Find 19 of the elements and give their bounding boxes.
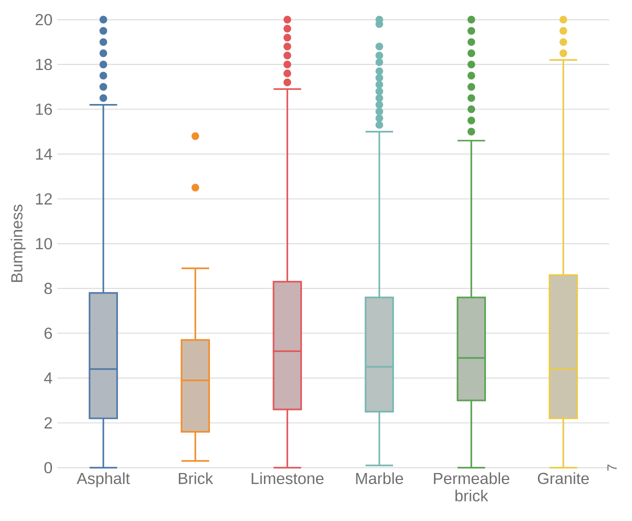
x-tick-label: Asphalt	[76, 472, 130, 488]
y-tick-label: 12	[36, 193, 52, 204]
y-tick-label: 20	[36, 14, 52, 26]
x-tick-label: Granite	[538, 472, 589, 484]
y-tick-label: 10	[36, 238, 52, 250]
x-tick-label: Permeable brick	[434, 472, 510, 502]
y-axis-title: Bumpiness	[10, 204, 26, 282]
x-tick-label: Brick	[178, 472, 214, 484]
y-tick-label: 14	[36, 148, 52, 160]
annotation: 7	[607, 464, 617, 471]
y-tick-label: 18	[36, 58, 52, 70]
x-tick-label: Limestone	[252, 472, 324, 484]
y-tick-label: 0	[44, 462, 52, 474]
y-tick-label: 6	[44, 328, 52, 339]
y-tick-label: 2	[44, 417, 52, 428]
y-tick-label: 4	[44, 372, 52, 384]
y-tick-label: 16	[36, 104, 52, 115]
x-tick-label: Marble	[356, 472, 404, 484]
y-tick-label: 8	[44, 282, 52, 294]
